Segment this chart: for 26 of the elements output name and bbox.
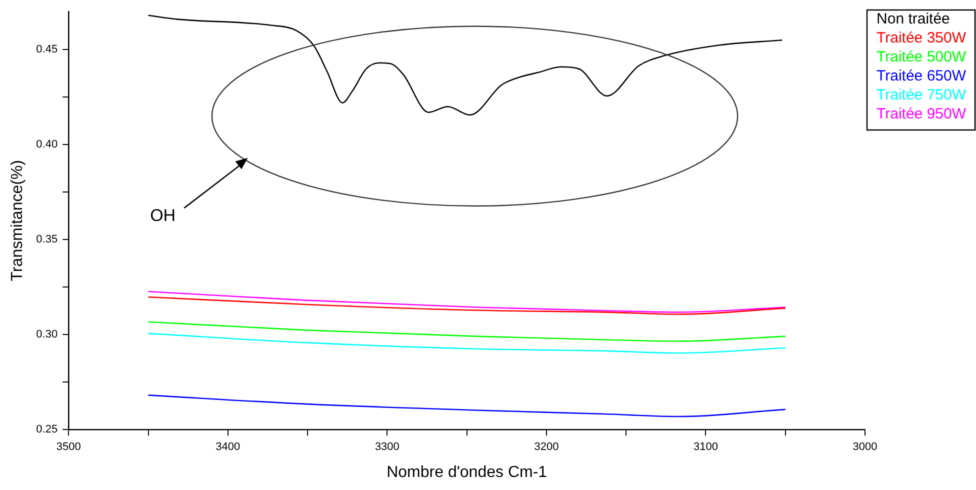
line-series — [148, 290, 786, 313]
y-tick-label: 0.40 — [36, 138, 58, 151]
text: Non traitée — [876, 10, 950, 28]
x-tick-label: 3000 — [852, 441, 878, 454]
line-series — [148, 332, 786, 354]
x-tick-label: 3100 — [693, 441, 718, 454]
x-axis-title: Nombre d'ondes Cm-1 — [386, 464, 548, 481]
x-tick-label: 3400 — [216, 441, 240, 454]
line-series — [148, 321, 786, 342]
y-axis-title: Transmitance(%) — [9, 160, 26, 282]
x-tick-label: 3300 — [374, 441, 400, 454]
y-tick-label: 0.35 — [36, 234, 58, 246]
line-series — [148, 296, 786, 315]
text: Traitée 750W — [876, 86, 967, 104]
annotation: OH — [150, 206, 176, 226]
text: Traitée 500W — [876, 48, 967, 66]
text: Traitée 650W — [876, 68, 967, 85]
line-series — [148, 394, 786, 418]
x-tick-label: 3500 — [56, 441, 81, 454]
text: Traitée 950W — [876, 106, 967, 123]
text: Traitée 350W — [876, 30, 967, 47]
y-tick-label: 0.30 — [36, 328, 58, 341]
line-series — [148, 14, 783, 116]
y-tick-label: 0.45 — [36, 44, 58, 56]
y-tick-label: 0.25 — [36, 424, 58, 436]
x-tick-label: 3200 — [534, 441, 559, 454]
